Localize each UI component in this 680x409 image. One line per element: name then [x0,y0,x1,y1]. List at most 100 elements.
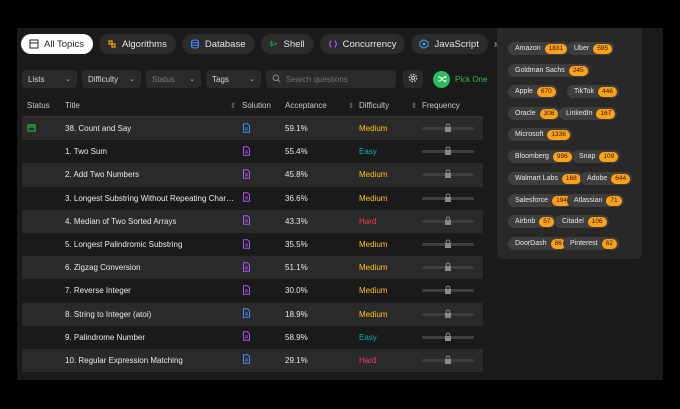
problem-title-link[interactable]: 38. Count and Say [65,124,132,134]
company-count-badge: 446 [597,86,617,97]
table-header: Status Title ⇕ Solution Acceptance ⇕ Diffi… [22,95,483,117]
problem-title-link[interactable]: 4. Median of Two Sorted Arrays [65,216,177,226]
topic-javascript[interactable]: JavaScript [411,34,488,54]
lock-icon [444,355,452,365]
table-row[interactable]: 2. Add Two Numbers 45.8% Medium [22,163,483,187]
solution-document-icon [242,354,251,366]
status-dropdown[interactable]: Status ⌄ [146,70,201,88]
company-tag[interactable]: Amazon 1831 [508,42,570,55]
frequency-cell[interactable] [422,309,483,318]
acceptance-cell: 30.0% [285,286,308,296]
table-row[interactable]: 7. Reverse Integer 30.0% Medium [22,279,483,302]
problem-title-link[interactable]: 1. Two Sum [65,147,108,157]
topic-concurrency[interactable]: Concurrency [319,34,406,54]
sort-icon: ⇕ [348,102,354,110]
frequency-cell[interactable] [422,355,483,364]
table-row[interactable]: 4. Median of Two Sorted Arrays 43.3% Hard [22,209,483,233]
solution-button[interactable] [242,146,285,158]
company-tag[interactable]: LinkedIn 167 [559,107,618,120]
table-row[interactable]: 6. Zigzag Conversion 51.1% Medium [22,256,483,280]
tags-dropdown[interactable]: Tags ⌄ [206,70,261,88]
frequency-cell[interactable] [422,332,483,341]
solution-button[interactable] [242,285,285,297]
solution-button[interactable] [242,122,285,135]
topic-all-topics[interactable]: All Topics [21,34,93,54]
company-tag[interactable]: Goldman Sachs 245 [508,64,590,77]
header-title[interactable]: Title ⇕ [65,101,236,110]
topic-database[interactable]: Database [181,34,255,54]
more-topics-chevron-icon[interactable]: » [494,39,500,50]
frequency-cell[interactable] [422,146,483,156]
company-tag[interactable]: Oracle 308 [508,107,561,120]
frequency-cell[interactable] [422,123,483,133]
problem-title-link[interactable]: 5. Longest Palindromic Substring [65,240,183,250]
problem-title-link[interactable]: 2. Add Two Numbers [65,170,140,180]
header-acceptance[interactable]: Acceptance ⇕ [285,101,354,110]
company-tag[interactable]: Snap 109 [572,150,621,163]
solution-button[interactable] [242,215,285,227]
table-row[interactable]: 3. Longest Substring Without Repeating C… [22,187,483,210]
lock-icon [444,216,452,226]
problem-title-link[interactable]: 7. Reverse Integer [65,286,131,296]
pick-one-button[interactable]: Pick One [433,70,487,88]
frequency-bar [422,309,474,318]
table-row[interactable]: 8. String to Integer (atoi) 18.9% Medium [22,302,483,326]
table-row[interactable]: 5. Longest Palindromic Substring 35.5% Med… [22,233,483,256]
problem-title-link[interactable]: 10. Regular Expression Matching [65,355,183,365]
company-tag[interactable]: Apple 670 [508,85,558,98]
problem-title-link[interactable]: 8. String to Integer (atoi) [65,309,152,319]
problem-title-link[interactable]: 9. Palindrome Number [65,332,146,342]
company-tag[interactable]: Atlassian 71 [567,194,624,207]
solution-button[interactable] [242,331,285,343]
solution-button[interactable] [242,262,285,274]
frequency-cell[interactable] [422,239,483,249]
header-difficulty[interactable]: Difficulty ⇕ [359,101,417,110]
calendar-icon [27,124,36,134]
solution-button[interactable] [242,308,285,320]
acceptance-cell: 59.1% [285,124,308,134]
company-tag[interactable]: Uber 595 [567,42,615,55]
company-count-badge: 595 [593,43,613,54]
shuffle-icon [433,70,450,88]
table-row[interactable]: 1. Two Sum 55.4% Easy [22,140,483,163]
company-name: Pinterest [570,240,598,247]
topic-algorithms[interactable]: Algorithms [98,34,176,54]
frequency-cell[interactable] [422,216,483,225]
frequency-cell[interactable] [422,169,483,179]
company-tag[interactable]: Walmart Labs 168 [508,172,583,185]
table-row[interactable]: 38. Count and Say 59.1% Medium [22,117,483,141]
company-tag[interactable]: Adobe 644 [580,172,633,185]
table-row[interactable]: 10. Regular Expression Matching 29.1% Hard [22,348,483,373]
company-count-badge: 1336 [547,129,570,140]
company-count-badge: 168 [561,173,581,184]
topic-shell[interactable]: $> Shell [260,34,314,54]
problem-title-link[interactable]: 3. Longest Substring Without Repeating C… [65,193,236,203]
company-tag[interactable]: Airbnb 57 [508,215,557,228]
table-row[interactable]: 9. Palindrome Number 58.9% Easy [22,326,483,349]
solution-button[interactable] [242,354,285,366]
lists-dropdown[interactable]: Lists ⌄ [22,70,77,88]
shell-icon: $> [269,40,278,48]
company-tag[interactable]: DoorDash 86 [508,237,568,250]
company-tag[interactable]: Pinterest 62 [563,237,619,250]
frequency-cell[interactable] [422,193,483,202]
settings-button[interactable] [403,70,423,88]
company-tag[interactable]: Bloomberg 996 [508,150,574,163]
solution-button[interactable] [242,169,285,181]
frequency-cell[interactable] [422,262,483,272]
solution-document-icon [242,285,251,297]
company-name: LinkedIn [566,110,593,117]
solution-button[interactable] [242,238,285,251]
solution-button[interactable] [242,192,285,204]
company-tag[interactable]: TikTok 446 [567,85,619,98]
problem-title-link[interactable]: 6. Zigzag Conversion [65,263,141,273]
difficulty-dropdown[interactable]: Difficulty ⌄ [82,70,141,88]
company-count-badge: 1831 [544,43,568,54]
company-tag[interactable]: Citadel 106 [555,215,609,228]
company-tag[interactable]: Microsoft 1336 [508,128,572,141]
search-input[interactable] [286,74,396,84]
database-icon [190,39,200,49]
frequency-cell[interactable] [422,285,483,295]
company-name: Bloomberg [515,153,549,160]
company-tag[interactable]: Salesforce 194 [508,194,573,207]
